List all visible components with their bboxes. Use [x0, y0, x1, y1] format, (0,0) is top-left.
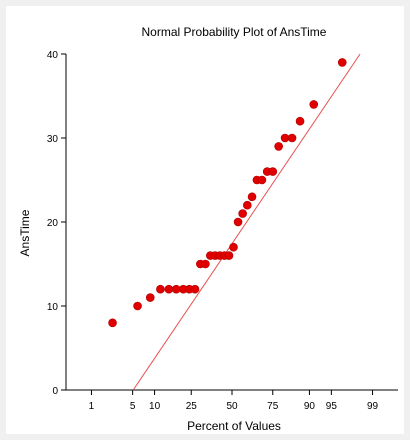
data-point	[156, 284, 165, 294]
x-tick-label: 99	[367, 401, 379, 412]
data-point	[201, 259, 210, 269]
y-tick-label: 20	[47, 218, 59, 229]
data-point	[190, 284, 200, 294]
data-point	[133, 301, 142, 311]
y-tick-label: 0	[52, 386, 58, 397]
normal-probability-plot: Normal Probability Plot of AnsTime 1 5 10 2…	[18, 25, 398, 433]
x-axis-ticks: 1 5 10 25 50 75 90 95 99	[89, 390, 379, 412]
x-tick-label: 5	[130, 401, 136, 412]
x-tick-label: 95	[326, 401, 338, 412]
data-point	[233, 217, 243, 227]
data-point	[309, 100, 319, 109]
data-point	[295, 116, 305, 126]
data-points	[108, 58, 347, 328]
data-point	[164, 284, 174, 294]
chart-panel: Normal Probability Plot of AnsTime 1 5 10 2…	[6, 6, 404, 434]
data-point	[337, 58, 347, 67]
x-tick-label: 90	[304, 401, 316, 412]
data-point	[238, 209, 247, 218]
data-point	[257, 175, 267, 185]
data-point	[274, 142, 283, 151]
data-point	[145, 293, 155, 302]
x-tick-label: 25	[186, 401, 198, 412]
data-point	[243, 200, 252, 210]
y-tick-label: 40	[47, 50, 59, 61]
y-axis-title: AnsTime	[18, 209, 32, 256]
data-point	[268, 167, 278, 176]
x-tick-label: 10	[149, 401, 161, 412]
data-point	[224, 251, 234, 260]
y-tick-label: 30	[47, 134, 59, 145]
data-point	[247, 192, 257, 202]
x-axis-title: Percent of Values	[187, 419, 281, 433]
data-point	[229, 242, 238, 252]
x-tick-label: 50	[226, 401, 238, 412]
y-axis-ticks: 0 10 20 30 40	[47, 50, 66, 397]
data-point	[108, 318, 117, 328]
reference-line	[132, 53, 361, 391]
chart-title: Normal Probability Plot of AnsTime	[142, 25, 327, 39]
data-point	[287, 133, 297, 143]
y-tick-label: 10	[47, 302, 59, 313]
x-tick-label: 75	[267, 401, 279, 412]
x-tick-label: 1	[89, 401, 95, 412]
